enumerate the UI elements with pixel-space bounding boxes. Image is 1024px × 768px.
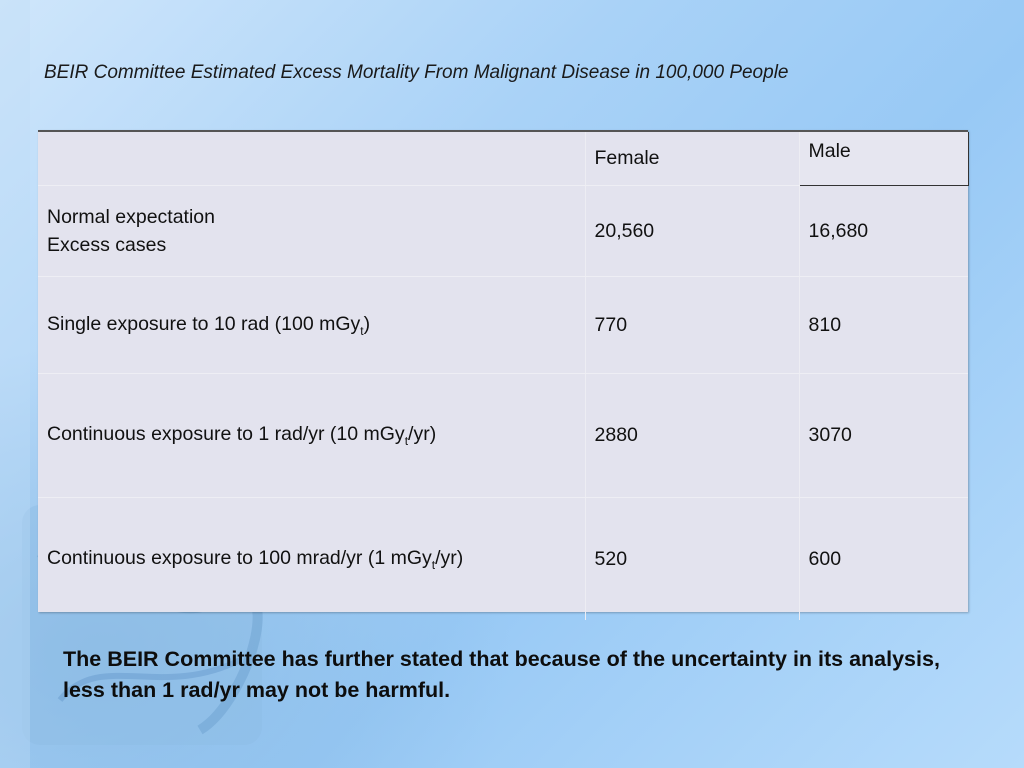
row-label: Single exposure to 10 rad (100 mGyt) (38, 276, 586, 374)
row-label-text: Continuous exposure to 1 rad/yr (10 mGy (47, 423, 405, 446)
row-label-suffix: ) (363, 312, 371, 335)
table-row: Continuous exposure to 100 mrad/yr (1 mG… (38, 497, 968, 620)
female-value: 520 (585, 497, 800, 620)
slide-title: BEIR Committee Estimated Excess Mortalit… (44, 62, 789, 83)
row-label-suffix: /yr) (435, 546, 464, 569)
row-label-text: Continuous exposure to 100 mrad/yr (1 mG… (47, 546, 432, 569)
female-value: 20,560 (585, 185, 800, 277)
female-value: 770 (585, 276, 800, 374)
data-table-container: Female Male Normal expectation Excess ca… (38, 130, 969, 620)
row-label-subscript: t (431, 557, 436, 572)
row-label: Continuous exposure to 100 mrad/yr (1 mG… (38, 497, 586, 620)
row-label-text: Single exposure to 10 rad (100 mGy (47, 312, 361, 335)
header-female: Female (585, 132, 800, 186)
table-header-row: Female Male (38, 132, 969, 186)
male-value: 810 (799, 276, 968, 374)
table-row: Continuous exposure to 1 rad/yr (10 mGyt… (38, 373, 968, 498)
row-label-line: Normal expectation (47, 206, 215, 228)
table-row: Single exposure to 10 rad (100 mGyt) 770… (38, 276, 968, 374)
footnote-text: The BEIR Committee has further stated th… (63, 647, 940, 702)
mortality-table: Female Male Normal expectation Excess ca… (38, 132, 969, 620)
male-value: 16,680 (799, 185, 968, 277)
row-label-subscript: t (360, 323, 364, 338)
female-value: 2880 (585, 373, 800, 498)
table-row: Normal expectation Excess cases 20,560 1… (38, 185, 968, 277)
male-value: 600 (808, 547, 842, 570)
row-label: Normal expectation Excess cases (38, 185, 586, 277)
header-blank-cell (38, 132, 586, 186)
header-male: Male (798, 132, 969, 186)
male-value: 3070 (799, 373, 968, 498)
row-label: Continuous exposure to 1 rad/yr (10 mGyt… (38, 373, 586, 498)
row-label-line: Excess cases (47, 234, 167, 256)
row-label-suffix: /yr) (408, 423, 437, 446)
row-label-subscript: t (404, 433, 409, 448)
